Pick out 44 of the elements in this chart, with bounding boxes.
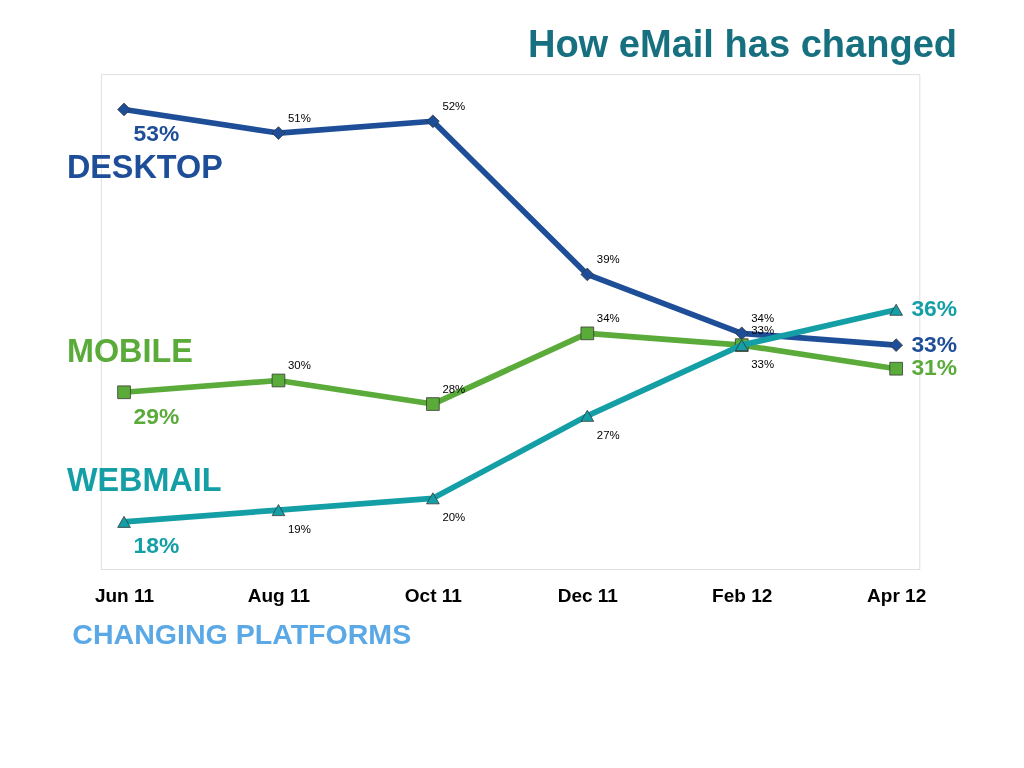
x-tick-label: Apr 12 (867, 584, 927, 606)
x-tick-label: Aug 11 (247, 584, 311, 606)
x-tick-label: Oct 11 (404, 584, 463, 606)
point (426, 397, 440, 411)
series-label: MOBILE (66, 332, 193, 369)
data-label: 30% (287, 359, 311, 372)
series-label: DESKTOP (66, 149, 223, 185)
x-tick-label: Dec 11 (557, 584, 619, 606)
point (271, 126, 286, 140)
x-tick-label: Feb 12 (712, 584, 773, 606)
x-tick-label: Jun 11 (94, 584, 155, 606)
data-label: 34% (751, 311, 775, 324)
data-label: 51% (287, 111, 311, 124)
point (271, 504, 286, 516)
data-label: 34% (596, 311, 620, 324)
chart-title: How eMail has changed (527, 23, 958, 66)
data-label: 53% (133, 119, 180, 146)
data-label: 28% (442, 382, 466, 395)
data-label: 18% (133, 532, 180, 559)
point (734, 326, 749, 341)
data-label: 33% (911, 330, 958, 357)
point (117, 385, 131, 400)
data-label: 39% (596, 253, 620, 266)
point (580, 267, 595, 282)
point (580, 326, 595, 341)
point (117, 102, 131, 117)
data-label: 33% (751, 357, 775, 370)
data-label: 31% (911, 354, 958, 381)
series-label: WEBMAIL (66, 462, 222, 499)
point (889, 338, 903, 352)
point (426, 492, 440, 505)
data-label: 20% (442, 511, 466, 524)
point (117, 515, 131, 528)
data-label: 19% (287, 522, 311, 535)
data-label: 36% (911, 295, 958, 322)
data-label: 27% (596, 428, 620, 441)
point (889, 361, 903, 376)
text: CHANGING PLATFORMS (72, 618, 412, 651)
data-label: 29% (133, 402, 180, 429)
point (580, 409, 595, 422)
data-label: 52% (442, 99, 466, 112)
point (889, 303, 903, 316)
point (426, 114, 440, 129)
point (271, 373, 286, 388)
